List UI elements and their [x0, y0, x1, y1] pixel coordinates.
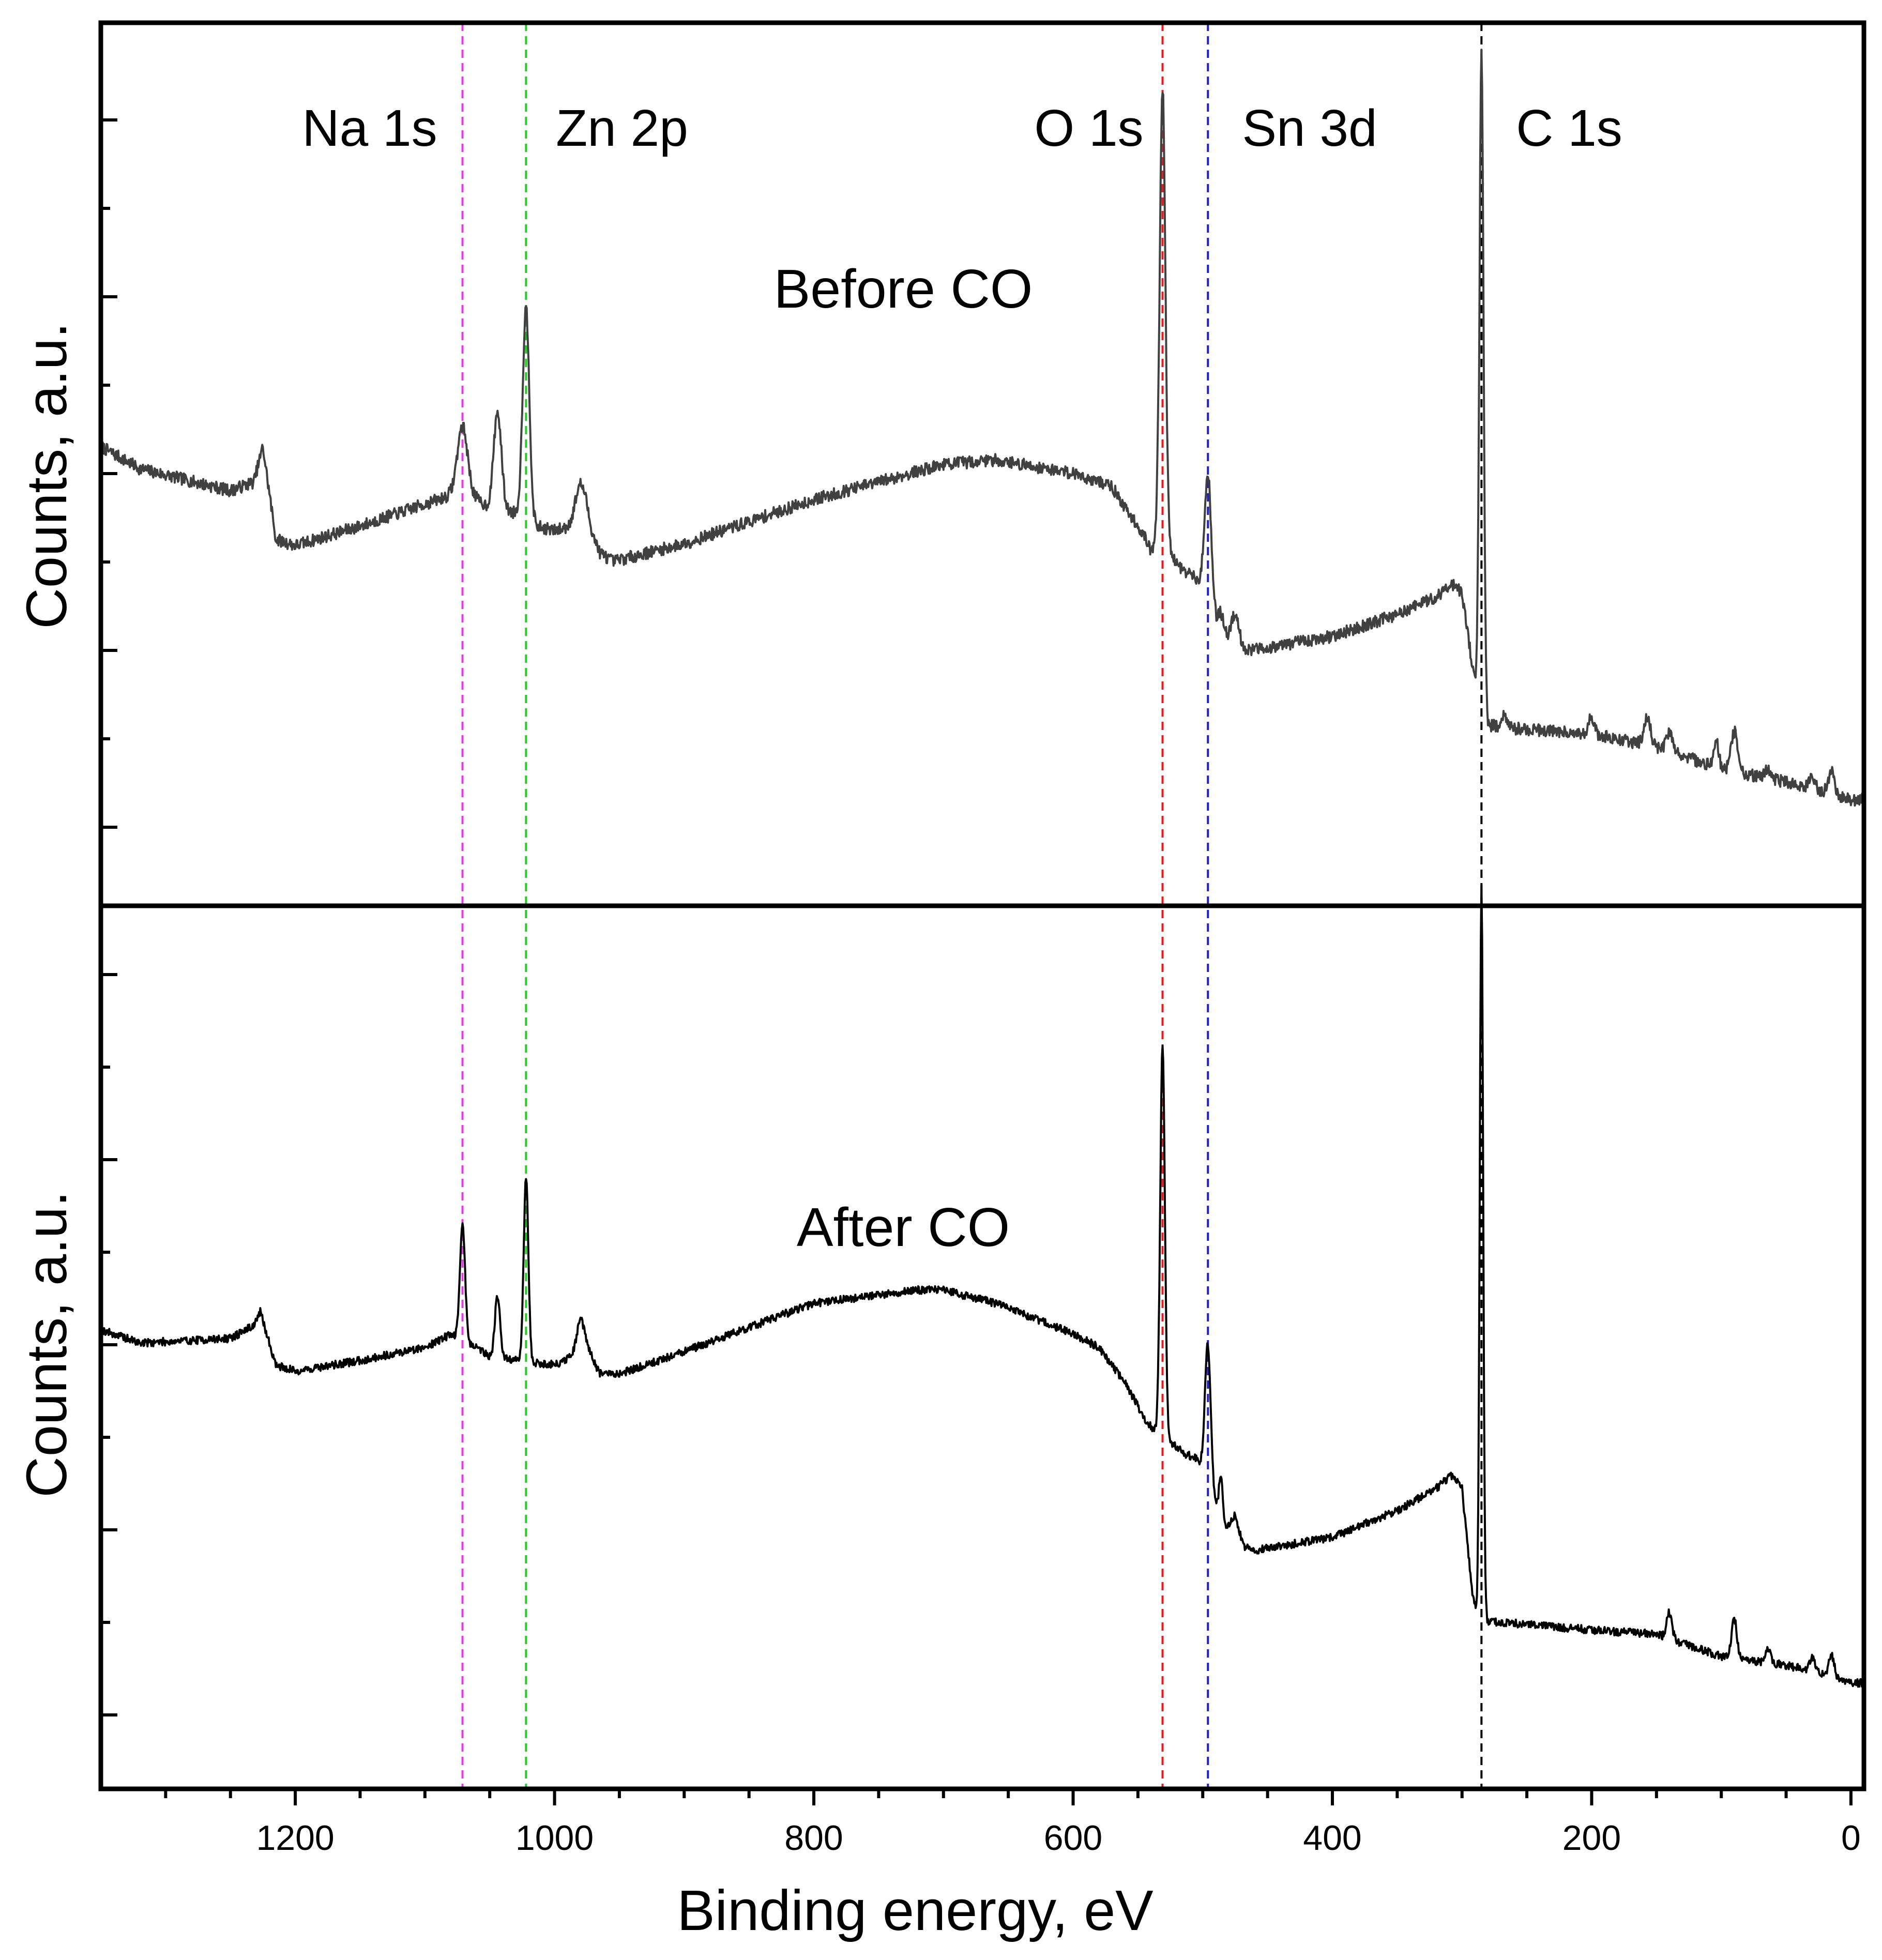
spectrum-line-before-co: [100, 49, 1865, 807]
x-tick-label: 1000: [515, 1818, 594, 1858]
x-tick-label: 200: [1562, 1818, 1621, 1858]
peak-label-o-1s: O 1s: [1034, 99, 1143, 157]
panel-label-after-co: After CO: [797, 1197, 1010, 1258]
peak-label-c-1s: C 1s: [1516, 99, 1622, 157]
x-tick-label: 800: [784, 1818, 843, 1858]
x-tick-label: 1200: [256, 1818, 334, 1858]
peak-label-na-1s: Na 1s: [302, 99, 437, 157]
peak-label-zn-2p: Zn 2p: [556, 99, 688, 157]
x-axis-ticks: 1200 1000 800 600 400 200 0: [164, 1789, 1861, 1858]
peak-labels: Na 1s Zn 2p O 1s Sn 3d C 1s: [302, 99, 1622, 157]
y-axis-title-bottom: Counts, a.u.: [15, 1191, 79, 1497]
spectrum-line-after-co: [100, 885, 1865, 1688]
panel-label-before-co: Before CO: [774, 259, 1033, 320]
x-axis-title: Binding energy, eV: [677, 1879, 1153, 1942]
x-tick-label: 400: [1303, 1818, 1361, 1858]
x-tick-label: 0: [1841, 1818, 1861, 1858]
y-axis-title-top: Counts, a.u.: [15, 322, 79, 629]
peak-label-sn-3d: Sn 3d: [1242, 99, 1377, 157]
peak-marker-lines: [461, 23, 1483, 1789]
x-tick-label: 600: [1044, 1818, 1102, 1858]
spectrum-curves: [100, 49, 1865, 1688]
